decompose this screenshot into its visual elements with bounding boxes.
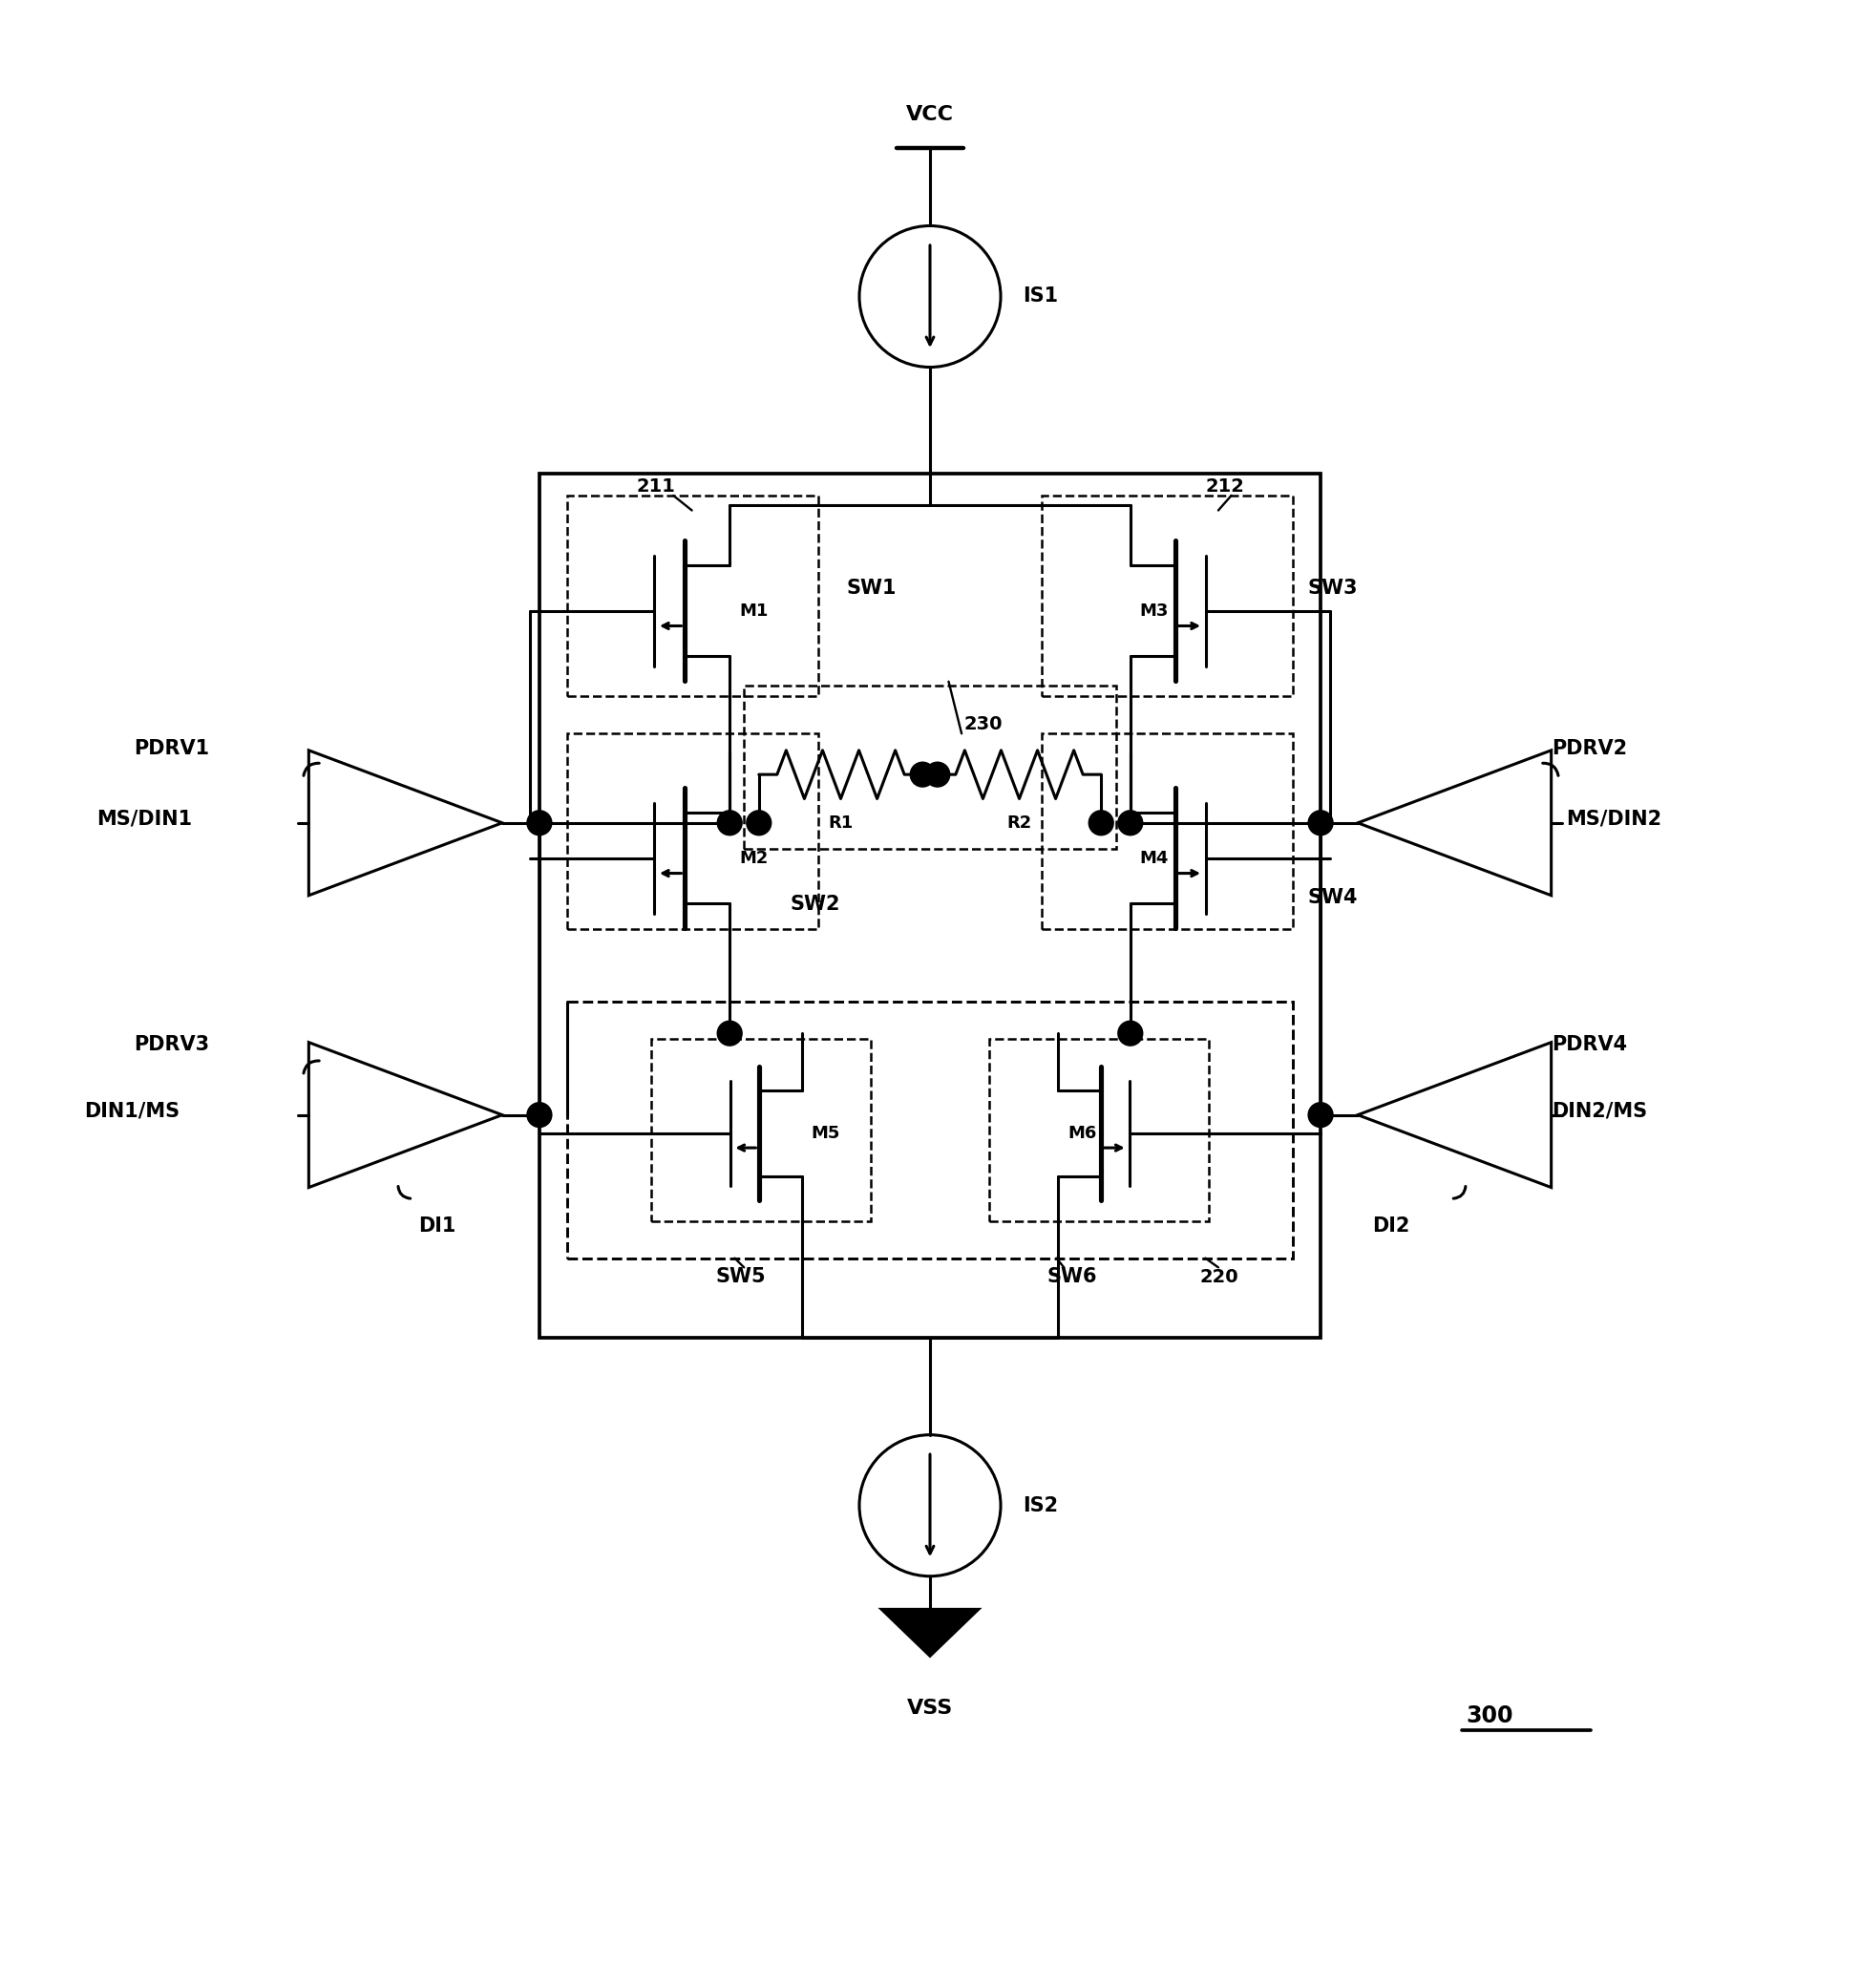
Text: PDRV4: PDRV4 — [1551, 1034, 1628, 1054]
Circle shape — [910, 761, 936, 787]
Polygon shape — [878, 1608, 982, 1658]
Text: R2: R2 — [1006, 815, 1032, 831]
Text: SW2: SW2 — [790, 895, 841, 914]
Bar — [539, 473, 1321, 1338]
Text: DIN2/MS: DIN2/MS — [1551, 1101, 1646, 1121]
Text: 211: 211 — [636, 477, 675, 495]
Bar — [1042, 734, 1293, 928]
Bar — [567, 1002, 1293, 1258]
Text: DI1: DI1 — [418, 1217, 456, 1237]
Text: MS/DIN2: MS/DIN2 — [1566, 809, 1661, 829]
Text: DIN1/MS: DIN1/MS — [84, 1101, 179, 1121]
Bar — [990, 1038, 1209, 1221]
Text: IS1: IS1 — [1023, 286, 1058, 306]
Text: 220: 220 — [1200, 1268, 1239, 1286]
Text: 212: 212 — [1205, 477, 1244, 495]
Text: SW5: SW5 — [716, 1266, 766, 1286]
Text: SW1: SW1 — [846, 579, 897, 598]
Text: M4: M4 — [1140, 849, 1168, 867]
Circle shape — [526, 1101, 552, 1127]
Text: PDRV3: PDRV3 — [134, 1034, 210, 1054]
Bar — [651, 1038, 870, 1221]
Circle shape — [1118, 809, 1144, 835]
Bar — [1042, 495, 1293, 696]
Text: 230: 230 — [963, 716, 1003, 734]
Text: SW4: SW4 — [1308, 889, 1358, 907]
Text: M2: M2 — [738, 849, 768, 867]
Circle shape — [1118, 1020, 1144, 1046]
Text: M5: M5 — [811, 1125, 841, 1141]
Circle shape — [1308, 1101, 1334, 1127]
Circle shape — [746, 809, 772, 835]
Text: M1: M1 — [738, 602, 768, 620]
Text: DI2: DI2 — [1373, 1217, 1410, 1237]
Text: R1: R1 — [828, 815, 854, 831]
Circle shape — [716, 809, 742, 835]
Circle shape — [1308, 809, 1334, 835]
Circle shape — [716, 1020, 742, 1046]
Circle shape — [526, 809, 552, 835]
Text: SW6: SW6 — [1047, 1266, 1097, 1286]
Text: 300: 300 — [1466, 1704, 1512, 1728]
Bar — [567, 734, 818, 928]
Text: VCC: VCC — [906, 105, 954, 123]
Text: SW3: SW3 — [1308, 579, 1358, 598]
Text: M3: M3 — [1140, 602, 1168, 620]
Text: IS2: IS2 — [1023, 1495, 1058, 1515]
Circle shape — [1088, 809, 1114, 835]
Circle shape — [924, 761, 950, 787]
Text: PDRV1: PDRV1 — [134, 740, 210, 757]
Text: MS/DIN1: MS/DIN1 — [97, 809, 192, 829]
Text: M6: M6 — [1068, 1125, 1097, 1141]
Bar — [744, 686, 1116, 849]
Text: PDRV2: PDRV2 — [1551, 740, 1628, 757]
Bar — [567, 495, 818, 696]
Text: VSS: VSS — [908, 1698, 952, 1718]
